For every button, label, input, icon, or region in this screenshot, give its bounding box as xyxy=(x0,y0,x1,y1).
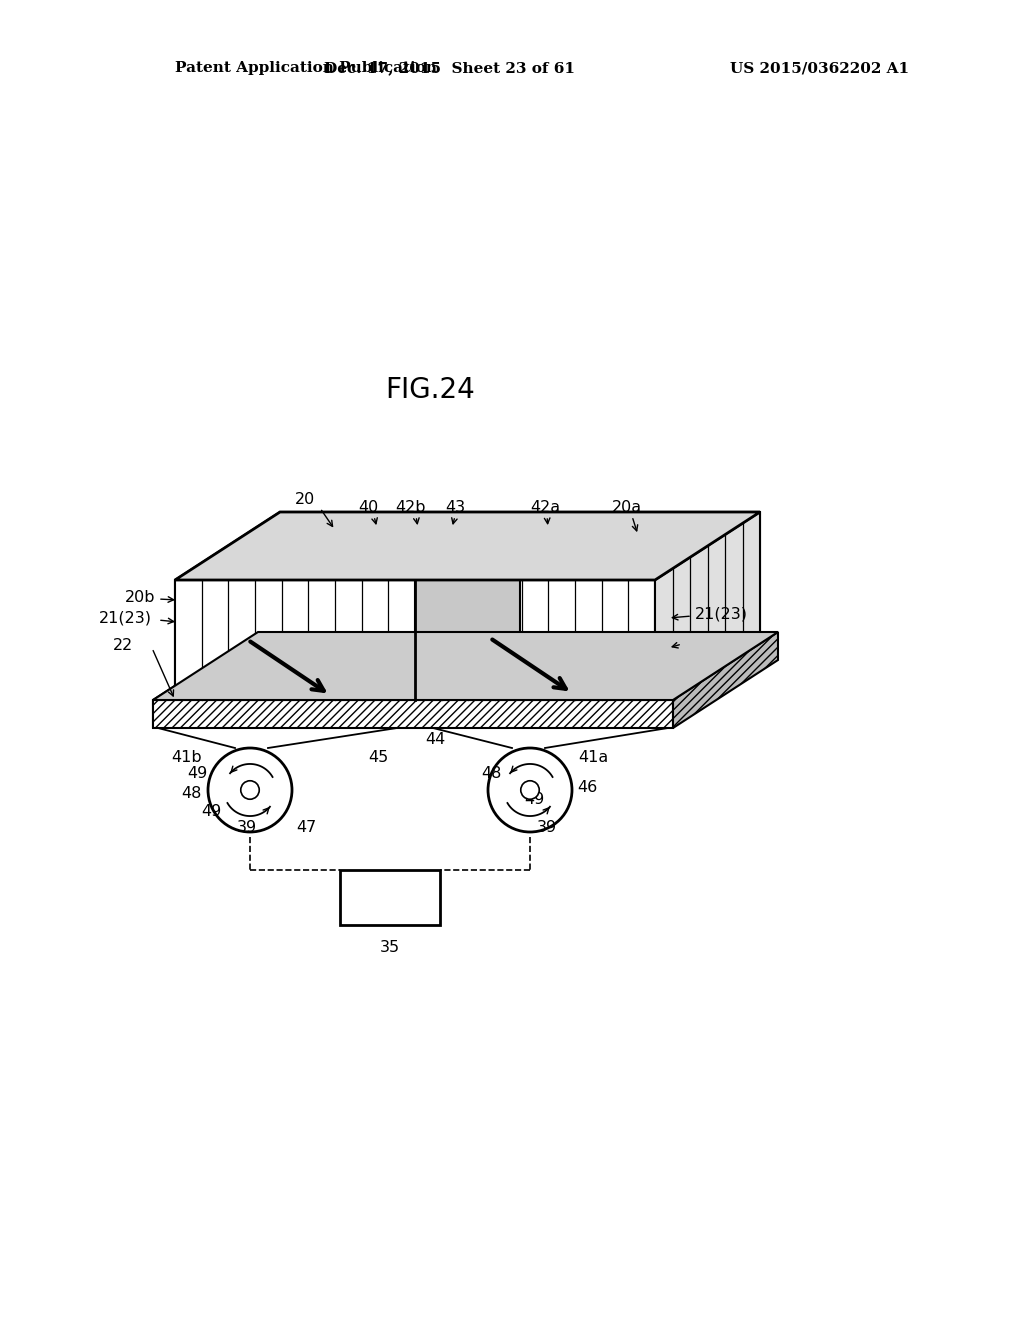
Polygon shape xyxy=(175,579,655,700)
Text: 48: 48 xyxy=(481,766,502,780)
Text: 42a: 42a xyxy=(530,500,560,516)
Text: 47: 47 xyxy=(296,821,316,836)
Text: 21(23): 21(23) xyxy=(99,610,152,626)
Text: 20: 20 xyxy=(295,492,315,507)
Text: 20a: 20a xyxy=(612,500,642,516)
Text: 21(23): 21(23) xyxy=(695,606,748,622)
Polygon shape xyxy=(415,512,520,700)
Text: US 2015/0362202 A1: US 2015/0362202 A1 xyxy=(730,61,909,75)
Text: 35: 35 xyxy=(380,940,400,954)
Polygon shape xyxy=(673,632,778,729)
Polygon shape xyxy=(175,512,280,700)
Text: 49: 49 xyxy=(187,766,208,780)
Text: 40: 40 xyxy=(357,500,378,516)
Text: Dec. 17, 2015  Sheet 23 of 61: Dec. 17, 2015 Sheet 23 of 61 xyxy=(325,61,575,75)
Text: 22: 22 xyxy=(113,638,133,652)
Text: 42b: 42b xyxy=(394,500,425,516)
Text: 39: 39 xyxy=(537,821,557,836)
Text: 49: 49 xyxy=(524,792,544,808)
Polygon shape xyxy=(153,632,778,700)
Text: 48: 48 xyxy=(181,785,202,800)
Text: 49: 49 xyxy=(202,804,222,820)
Text: 41b: 41b xyxy=(171,751,202,766)
Text: 43: 43 xyxy=(445,500,465,516)
Bar xyxy=(340,870,440,925)
Text: FIG.24: FIG.24 xyxy=(385,376,475,404)
Text: Patent Application Publication: Patent Application Publication xyxy=(175,61,437,75)
Polygon shape xyxy=(175,512,760,579)
Text: 20b: 20b xyxy=(125,590,155,606)
Polygon shape xyxy=(655,512,760,700)
Text: 46: 46 xyxy=(577,780,597,795)
Text: 45: 45 xyxy=(368,751,388,766)
Text: 41a: 41a xyxy=(578,751,608,766)
Circle shape xyxy=(241,780,259,799)
Polygon shape xyxy=(153,700,673,729)
Polygon shape xyxy=(280,512,760,632)
Polygon shape xyxy=(153,632,258,729)
Text: 22: 22 xyxy=(685,635,706,649)
Text: 39: 39 xyxy=(237,821,257,836)
Text: 44: 44 xyxy=(425,733,445,747)
Circle shape xyxy=(521,780,540,799)
